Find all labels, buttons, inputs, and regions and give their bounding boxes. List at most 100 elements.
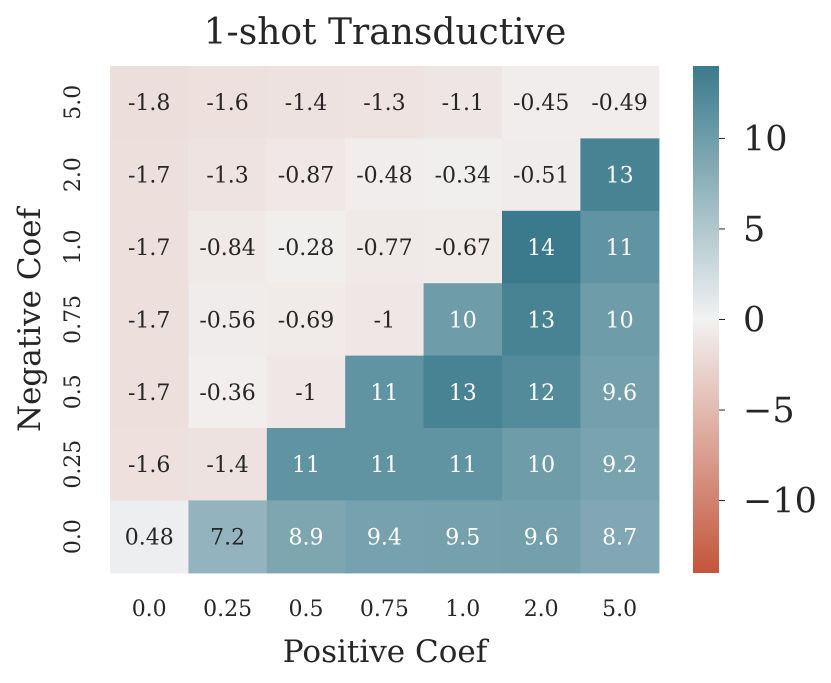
cell-annotation: -1.7	[128, 381, 170, 406]
heatmap-cell	[188, 500, 268, 574]
y-tick-label: 0.75	[61, 295, 86, 344]
heatmap-cell	[502, 355, 581, 429]
heatmap-cell	[345, 283, 425, 357]
cell-annotation: -1.6	[206, 91, 248, 116]
heatmap-cell	[266, 138, 346, 212]
heatmap-cell	[502, 500, 581, 574]
colorbar-tick-label: −10	[743, 482, 817, 522]
heatmap-cell	[580, 355, 660, 429]
heatmap-cell	[345, 355, 425, 429]
cell-annotation: -0.36	[199, 381, 255, 406]
heatmap-cell	[345, 138, 425, 212]
heatmap-cell	[423, 355, 503, 429]
cell-annotation: -0.51	[513, 164, 569, 189]
colorbar-tick-label: 5	[743, 210, 765, 250]
x-tick-label: 0.0	[132, 597, 167, 622]
cell-annotation: -1.4	[206, 453, 248, 478]
cell-annotation: -0.69	[278, 308, 334, 333]
cell-annotation: 10	[449, 308, 477, 333]
cell-annotation: 9.6	[602, 381, 637, 406]
colorbar-tick-label: −5	[743, 391, 795, 431]
cell-annotation: 11	[606, 236, 634, 261]
cell-annotation: -0.77	[356, 236, 412, 261]
heatmap-cell	[110, 138, 189, 212]
heatmap-cell	[502, 210, 581, 284]
x-tick-labels: 0.0 0.25 0.5 0.75 1.0 2.0 5.0	[132, 597, 637, 622]
cell-annotation: 11	[449, 453, 477, 478]
cell-annotation: 9.2	[602, 453, 637, 478]
cell-annotation: 9.4	[367, 526, 402, 551]
heatmap-cell	[502, 66, 581, 139]
heatmap-cell	[345, 66, 425, 139]
heatmap-cell	[266, 210, 346, 284]
cell-annotation: 13	[527, 308, 555, 333]
x-axis-label: Positive Coef	[283, 634, 490, 670]
cell-annotation: -0.34	[435, 164, 491, 189]
heatmap-cell	[110, 428, 189, 501]
cell-annotation: -1.3	[206, 164, 248, 189]
colorbar-tick-label: 10	[743, 119, 788, 159]
heatmap-cell	[110, 66, 189, 139]
heatmap-cell	[580, 283, 660, 357]
heatmap-cell	[345, 210, 425, 284]
cell-annotation: -1	[374, 308, 395, 333]
cell-annotation: 10	[606, 308, 634, 333]
cell-annotation: 11	[370, 381, 398, 406]
heatmap-cells	[110, 66, 660, 574]
heatmap-cell	[110, 500, 189, 574]
heatmap-cell	[266, 283, 346, 357]
cell-annotation: 9.5	[445, 526, 480, 551]
cell-annotation: -0.45	[513, 91, 569, 116]
cell-annotation: 9.6	[524, 526, 559, 551]
cell-annotation: -1.1	[442, 91, 484, 116]
heatmap-cell	[345, 428, 425, 501]
y-tick-label: 1.0	[61, 230, 86, 265]
y-tick-label: 2.0	[61, 157, 86, 192]
x-tick-label: 5.0	[602, 597, 637, 622]
cell-annotation: 13	[449, 381, 477, 406]
heatmap-cell	[423, 138, 503, 212]
heatmap-cell	[423, 500, 503, 574]
heatmap-cell	[266, 428, 346, 501]
x-tick-label: 0.75	[360, 597, 409, 622]
x-tick-label: 0.25	[203, 597, 252, 622]
cell-annotation: -0.56	[199, 308, 255, 333]
cell-annotation: -1.6	[128, 453, 170, 478]
heatmap-cell	[110, 355, 189, 429]
cell-annotation: -1.7	[128, 164, 170, 189]
heatmap-cell	[580, 428, 660, 501]
cell-annotation: -0.87	[278, 164, 334, 189]
heatmap-cell	[502, 138, 581, 212]
x-tick-label: 0.5	[289, 597, 324, 622]
y-tick-label: 0.5	[61, 374, 86, 409]
heatmap-cell	[580, 500, 660, 574]
chart-title: 1-shot Transductive	[204, 12, 567, 53]
heatmap-cell	[188, 138, 268, 212]
heatmap-cell	[580, 138, 660, 212]
heatmap-cell	[502, 283, 581, 357]
heatmap-cell	[188, 283, 268, 357]
cell-annotation: 10	[527, 453, 555, 478]
cell-annotation: 8.7	[602, 526, 637, 551]
heatmap-cell	[266, 355, 346, 429]
cell-annotation: 12	[527, 381, 555, 406]
heatmap-cell	[423, 66, 503, 139]
cell-annotation: 11	[292, 453, 320, 478]
cell-annotation: -0.28	[278, 236, 334, 261]
cell-annotation: -1.7	[128, 308, 170, 333]
x-tick-label: 2.0	[524, 597, 559, 622]
cell-annotation: -1.7	[128, 236, 170, 261]
cell-annotation: -0.67	[435, 236, 491, 261]
colorbar-ticks: 10 5 0 −5 −10	[719, 119, 817, 522]
cell-annotation: 14	[527, 236, 555, 261]
cell-annotation: 13	[606, 164, 634, 189]
colorbar	[693, 66, 719, 573]
cell-annotation: -1.4	[285, 91, 327, 116]
heatmap-cell	[188, 428, 268, 501]
heatmap-cell	[188, 66, 268, 139]
y-tick-labels: 5.0 2.0 1.0 0.75 0.5 0.25 0.0	[61, 85, 86, 554]
cell-annotation: -1.3	[363, 91, 405, 116]
heatmap-cell	[266, 500, 346, 574]
